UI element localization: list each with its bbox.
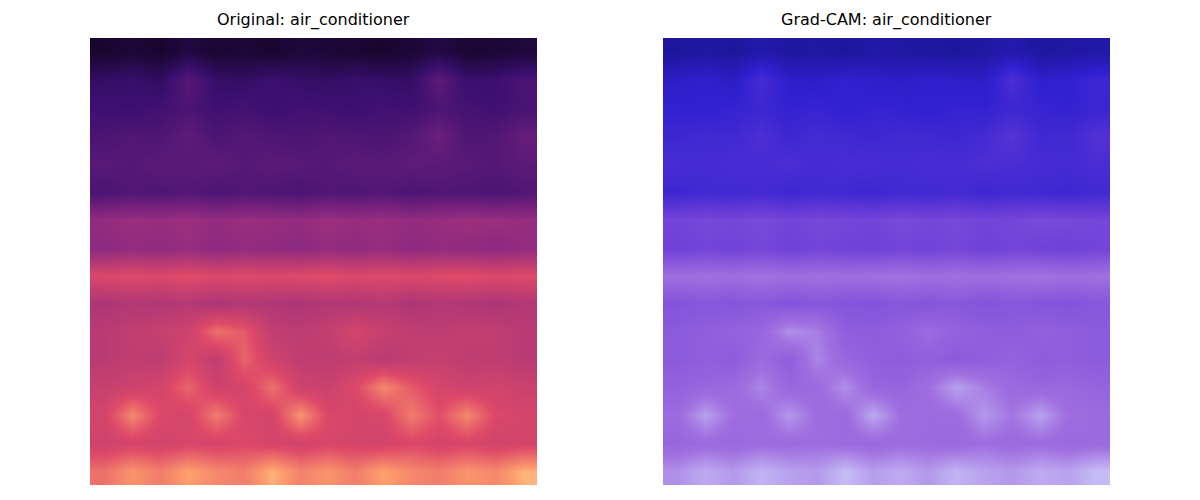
svg-text:Original: air_conditioner: Original: air_conditioner	[217, 10, 410, 30]
svg-text:Grad-CAM: air_conditioner: Grad-CAM: air_conditioner	[781, 10, 992, 30]
